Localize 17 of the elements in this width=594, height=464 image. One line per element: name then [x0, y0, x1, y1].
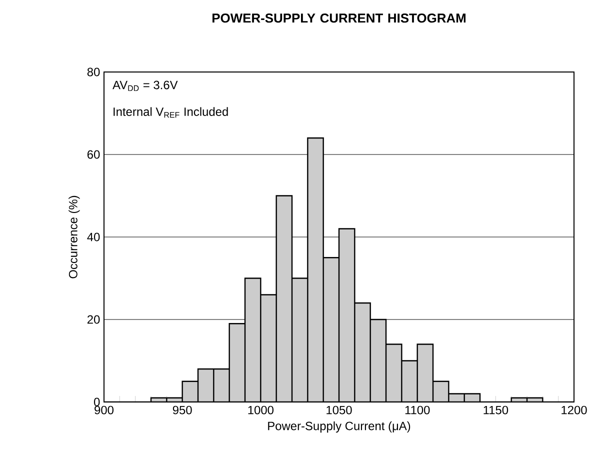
y-tick-label: 20: [87, 315, 100, 324]
x-tick-label: 1150: [484, 406, 508, 414]
y-tick-label: 40: [87, 232, 100, 242]
x-tick-label: 1200: [562, 406, 587, 414]
x-tick-label: 950: [172, 406, 192, 414]
y-tick-label: 80: [87, 68, 100, 76]
annotation: AV$_{DD}$ = 3.6V: [112, 80, 178, 91]
x-tick-label: 1050: [326, 406, 352, 414]
x-tick-label: 1100: [405, 406, 430, 414]
chart-title: POWER-SUPPLY CURRENT HISTOGRAM: [212, 14, 466, 23]
y-tick-label: 60: [87, 150, 100, 159]
annotation: Internal V$_{REF}$ Included: [114, 107, 228, 118]
y-tick-label: 0: [94, 398, 100, 406]
x-tick-label: 900: [94, 406, 114, 414]
y-axis-title: Occurrence (%): [68, 196, 80, 278]
x-axis-title: Power-Supply Current (μA): [268, 421, 410, 433]
x-tick-label: 1000: [248, 406, 274, 414]
